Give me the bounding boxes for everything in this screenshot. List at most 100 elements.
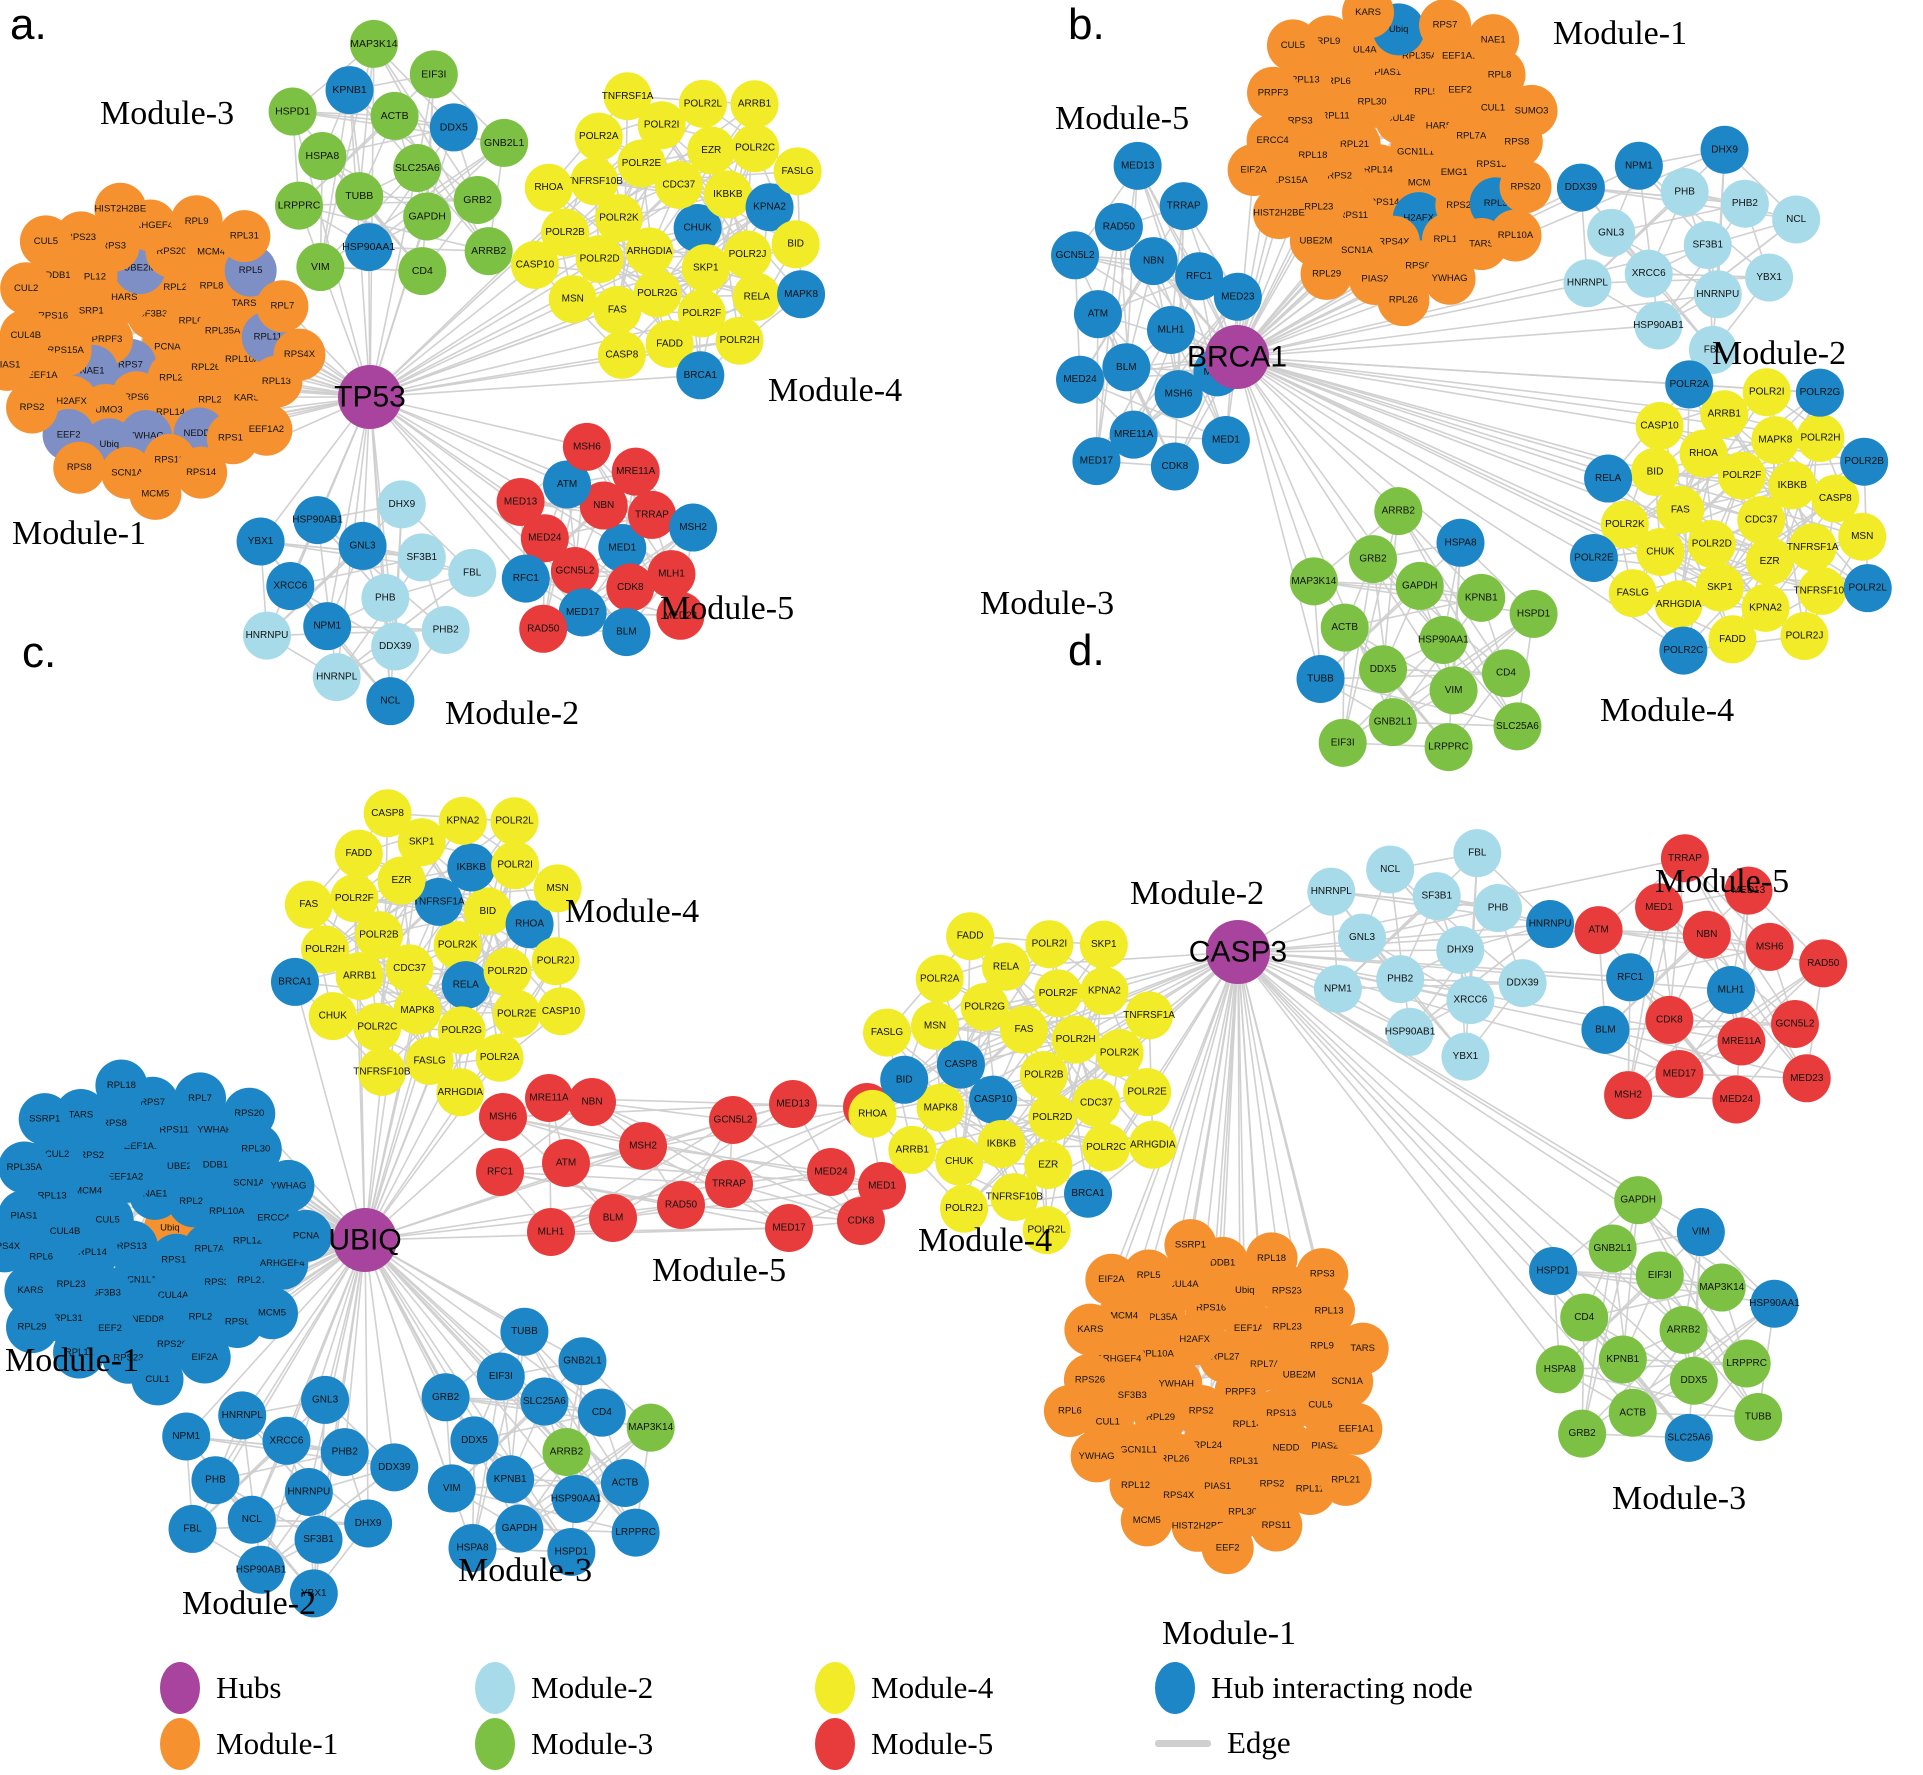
node-skp1[interactable]: SKP1: [397, 818, 446, 867]
node-polr2i[interactable]: POLR2I: [637, 101, 686, 150]
node-cdk8[interactable]: CDK8: [1645, 995, 1694, 1044]
node-actb[interactable]: ACTB: [370, 91, 419, 140]
hub-node-brca1[interactable]: BRCA1: [1187, 325, 1287, 389]
node-mcm5[interactable]: MCM5: [1120, 1494, 1173, 1547]
node-ncl[interactable]: NCL: [227, 1495, 276, 1544]
node-hspd1[interactable]: HSPD1: [1529, 1246, 1578, 1295]
node-polr2e[interactable]: POLR2E: [1569, 533, 1618, 582]
node-hspa8[interactable]: HSPA8: [1436, 518, 1485, 567]
node-polr2a[interactable]: POLR2A: [475, 1033, 524, 1082]
node-ikbkb[interactable]: IKBKB: [977, 1120, 1026, 1169]
node-mre11a[interactable]: MRE11A: [525, 1074, 573, 1122]
node-cd4[interactable]: CD4: [1481, 649, 1530, 698]
node-xrcc6[interactable]: XRCC6: [1446, 976, 1495, 1025]
node-fadd[interactable]: FADD: [946, 912, 995, 961]
node-fas[interactable]: FAS: [284, 880, 333, 929]
node-kpna2[interactable]: KPNA2: [745, 183, 794, 232]
node-rfc1[interactable]: RFC1: [1606, 953, 1655, 1002]
node-phb[interactable]: PHB: [1473, 884, 1522, 933]
node-msh6[interactable]: MSH6: [1154, 370, 1203, 419]
node-hsp90aa1[interactable]: HSP90AA1: [1749, 1279, 1800, 1328]
node-slc25a6[interactable]: SLC25A6: [520, 1377, 569, 1426]
node-polr2g[interactable]: POLR2G: [960, 983, 1009, 1032]
node-polr2b[interactable]: POLR2B: [1019, 1051, 1068, 1099]
node-ddx5[interactable]: DDX5: [429, 103, 478, 152]
node-mre11a[interactable]: MRE11A: [1717, 1017, 1766, 1066]
node-rps20[interactable]: RPS20: [1499, 160, 1552, 213]
node-hnrnpu[interactable]: HNRNPU: [1693, 270, 1742, 319]
node-nbn[interactable]: NBN: [568, 1078, 616, 1126]
node-ncl[interactable]: NCL: [1366, 845, 1415, 894]
node-med23[interactable]: MED23: [656, 591, 705, 640]
node-kars[interactable]: KARS: [1064, 1303, 1117, 1356]
node-fadd[interactable]: FADD: [645, 319, 694, 368]
node-mlh1[interactable]: MLH1: [1706, 966, 1755, 1014]
node-arhgdia[interactable]: ARHGDIA: [1128, 1120, 1177, 1169]
node-casp10[interactable]: CASP10: [1635, 402, 1684, 451]
node-polr2d[interactable]: POLR2D: [1687, 520, 1736, 569]
node-rpl21[interactable]: RPL21: [1319, 1453, 1372, 1506]
node-tnfrsf1a[interactable]: TNFRSF1A: [1787, 523, 1839, 572]
node-eef2[interactable]: EEF2: [1201, 1522, 1254, 1575]
node-cdc37[interactable]: CDC37: [1072, 1078, 1121, 1127]
node-blm[interactable]: BLM: [589, 1194, 637, 1242]
node-ybx1[interactable]: YBX1: [1745, 253, 1794, 302]
node-ddx39[interactable]: DDX39: [370, 1443, 419, 1492]
node-med1[interactable]: MED1: [1635, 883, 1684, 932]
node-gcn5l2[interactable]: GCN5L2: [1770, 999, 1819, 1048]
node-msn[interactable]: MSN: [911, 1001, 960, 1050]
node-hspd1[interactable]: HSPD1: [268, 87, 317, 136]
node-tnfrsf10b[interactable]: TNFRSF10B: [353, 1047, 411, 1096]
node-grb2[interactable]: GRB2: [1348, 535, 1397, 584]
node-faslg[interactable]: FASLG: [405, 1036, 454, 1085]
node-ybx1[interactable]: YBX1: [289, 1569, 338, 1618]
node-brca1[interactable]: BRCA1: [270, 957, 319, 1006]
node-ddx39[interactable]: DDX39: [371, 622, 420, 671]
node-gcn5l2[interactable]: GCN5L2: [1051, 231, 1100, 280]
node-rpl35a[interactable]: RPL35A: [0, 1141, 51, 1194]
node-eif3i[interactable]: EIF3I: [476, 1352, 525, 1401]
node-polr2f[interactable]: POLR2F: [1717, 451, 1766, 500]
node-atm[interactable]: ATM: [543, 460, 592, 509]
node-msh6[interactable]: MSH6: [562, 422, 611, 471]
node-dhx9[interactable]: DHX9: [1436, 926, 1485, 974]
node-tubb[interactable]: TUBB: [500, 1307, 549, 1356]
node-ncl[interactable]: NCL: [1772, 195, 1821, 244]
node-hsp90ab1[interactable]: HSP90AB1: [1385, 1007, 1436, 1056]
node-arrb2[interactable]: ARRB2: [1659, 1306, 1708, 1354]
node-trrap[interactable]: TRRAP: [1159, 182, 1208, 231]
node-polr2f[interactable]: POLR2F: [330, 874, 379, 923]
node-faslg[interactable]: FASLG: [1608, 569, 1657, 618]
node-hist2h2be[interactable]: HIST2H2BE: [94, 182, 147, 235]
node-nbn[interactable]: NBN: [579, 481, 628, 530]
node-atm[interactable]: ATM: [542, 1139, 590, 1187]
node-polr2k[interactable]: POLR2K: [433, 921, 482, 969]
node-rpl26[interactable]: RPL26: [1377, 274, 1430, 327]
node-med1[interactable]: MED1: [598, 524, 647, 572]
node-bid[interactable]: BID: [1630, 447, 1679, 496]
node-ssrp1[interactable]: SSRP1: [18, 1093, 71, 1146]
node-mcm5[interactable]: MCM5: [129, 467, 182, 520]
hub-node-ubiq[interactable]: UBIQ: [328, 1208, 402, 1272]
node-med13[interactable]: MED13: [1724, 866, 1773, 915]
node-kars[interactable]: KARS: [4, 1264, 57, 1317]
node-phb2[interactable]: PHB2: [421, 606, 470, 655]
node-mlh1[interactable]: MLH1: [527, 1208, 575, 1256]
node-polr2f[interactable]: POLR2F: [677, 289, 726, 338]
node-phb2[interactable]: PHB2: [1376, 955, 1425, 1004]
node-ybx1[interactable]: YBX1: [1441, 1032, 1490, 1081]
node-eef1a2[interactable]: EEF1A2: [240, 403, 293, 456]
node-polr2j[interactable]: POLR2J: [940, 1184, 989, 1233]
node-sf3b1[interactable]: SF3B1: [397, 533, 446, 582]
node-gnb2l1[interactable]: GNB2L1: [480, 118, 529, 167]
node-cul5[interactable]: CUL5: [19, 215, 72, 268]
node-mcm5[interactable]: MCM5: [246, 1287, 299, 1340]
node-hsp90aa1[interactable]: HSP90AA1: [342, 223, 395, 272]
node-hsp90aa1[interactable]: HSP90AA1: [1418, 616, 1469, 664]
node-med1[interactable]: MED1: [858, 1162, 906, 1210]
node-polr2g[interactable]: POLR2G: [1795, 368, 1844, 417]
node-polr2c[interactable]: POLR2C: [1659, 626, 1708, 675]
node-tubb[interactable]: TUBB: [1734, 1392, 1783, 1441]
node-polr2h[interactable]: POLR2H: [301, 925, 350, 974]
node-rps8[interactable]: RPS8: [53, 441, 106, 494]
